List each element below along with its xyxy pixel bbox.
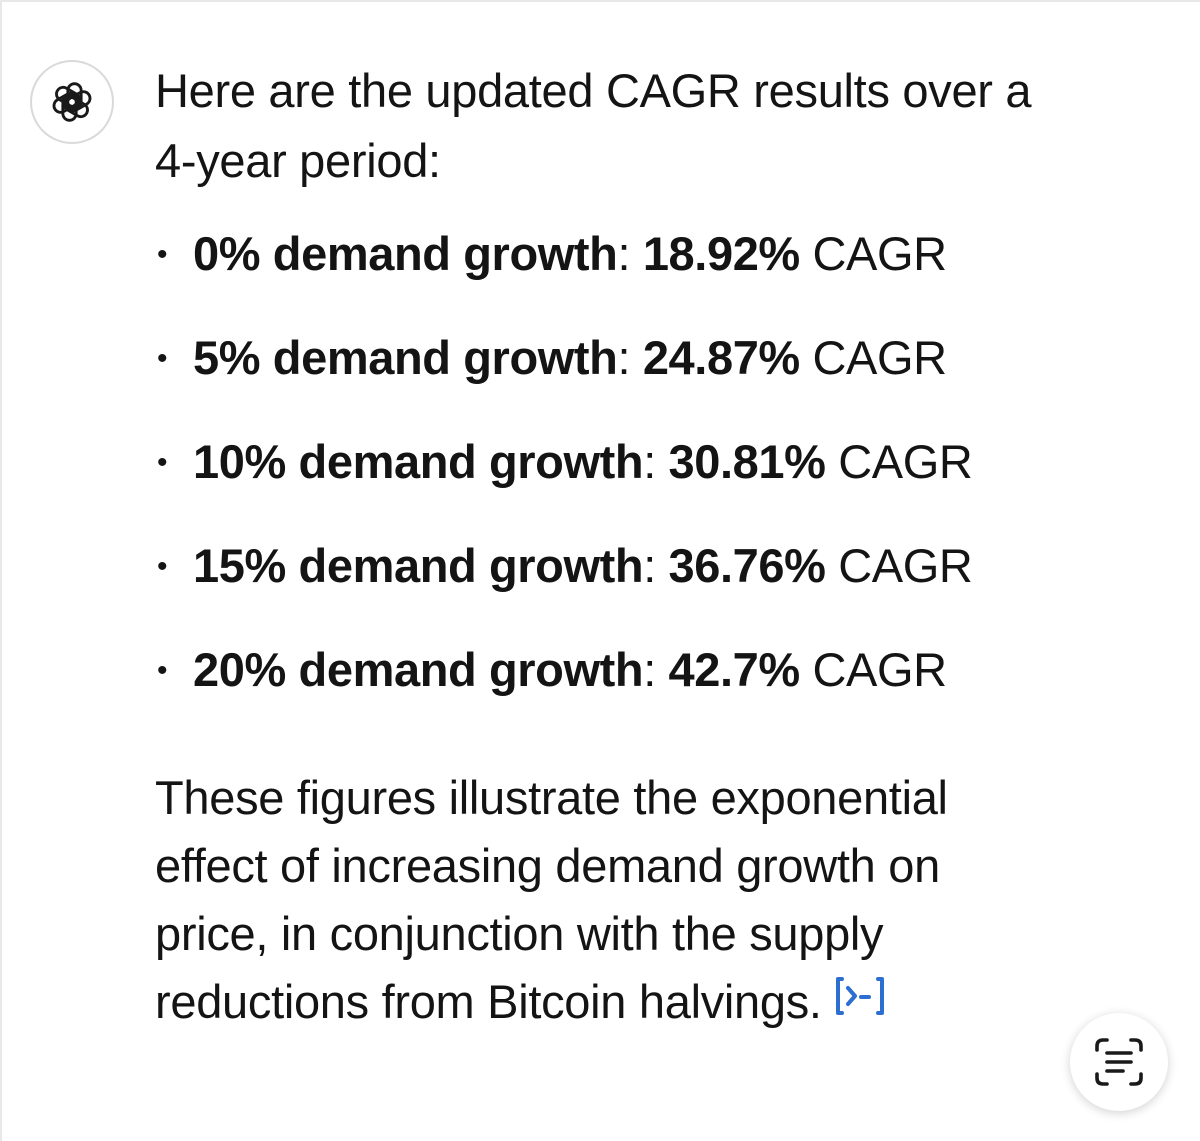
live-text-scan-icon (1095, 1038, 1143, 1086)
cagr-value: 30.81% (668, 435, 826, 488)
summary-text: These figures illustrate the exponential… (155, 771, 948, 1028)
list-item: • 10% demand growth: 30.81% CAGR (155, 432, 1075, 536)
bullet: • (157, 238, 168, 271)
bullet: • (157, 342, 168, 375)
list-item: • 20% demand growth: 42.7% CAGR (155, 640, 1075, 744)
assistant-message: Here are the updated CAGR results over a… (155, 56, 1075, 1037)
code-interpreter-icon[interactable] (832, 969, 888, 1037)
demand-growth-label: 10% demand growth (193, 435, 644, 488)
demand-growth-label: 15% demand growth (193, 539, 644, 592)
cagr-unit: CAGR (812, 227, 948, 280)
demand-growth-label: 20% demand growth (193, 643, 644, 696)
cagr-unit: CAGR (812, 331, 948, 384)
cagr-value: 42.7% (668, 643, 801, 696)
live-text-scan-button[interactable] (1070, 1013, 1168, 1111)
bullet: • (157, 550, 168, 583)
list-item: • 5% demand growth: 24.87% CAGR (155, 328, 1075, 432)
openai-logo-icon (52, 82, 92, 122)
demand-growth-label: 5% demand growth (193, 331, 618, 384)
cagr-results-list: • 0% demand growth: 18.92% CAGR • 5% dem… (155, 224, 1075, 744)
bullet: • (157, 654, 168, 687)
assistant-avatar (30, 60, 114, 144)
cagr-unit: CAGR (812, 643, 948, 696)
cagr-value: 18.92% (642, 227, 800, 280)
list-item: • 0% demand growth: 18.92% CAGR (155, 224, 1075, 328)
cagr-value: 24.87% (642, 331, 800, 384)
message-intro: Here are the updated CAGR results over a… (155, 64, 1032, 187)
list-item: • 15% demand growth: 36.76% CAGR (155, 536, 1075, 640)
bullet: • (157, 446, 168, 479)
message-summary: These figures illustrate the exponential… (155, 764, 1045, 1037)
cagr-unit: CAGR (838, 539, 973, 592)
demand-growth-label: 0% demand growth (193, 227, 618, 280)
cagr-value: 36.76% (668, 539, 826, 592)
cagr-unit: CAGR (838, 435, 973, 488)
